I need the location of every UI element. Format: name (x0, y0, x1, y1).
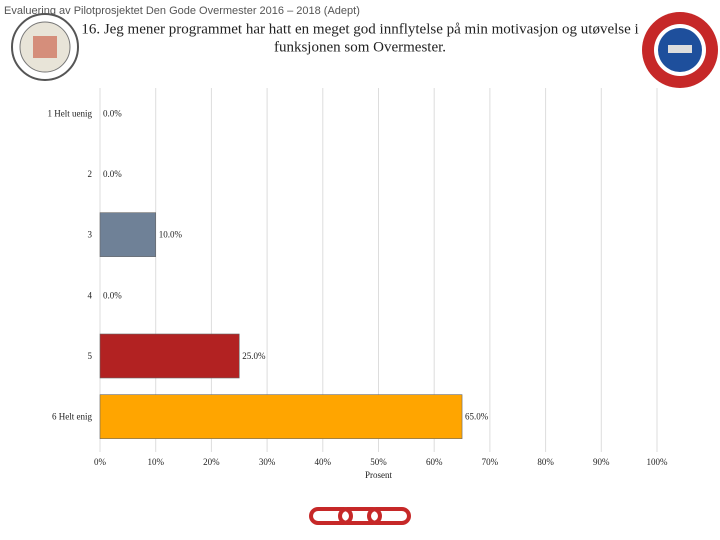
y-tick-label: 5 (88, 351, 93, 361)
left-logo (11, 13, 79, 81)
x-tick-label: 100% (647, 457, 669, 467)
x-tick-label: 50% (370, 457, 387, 467)
right-logo (642, 12, 718, 88)
bar (99, 394, 463, 439)
value-label: 25.0% (242, 351, 266, 361)
y-tick-label: 6 Helt enig (52, 412, 92, 422)
x-tick-label: 10% (147, 457, 164, 467)
x-axis-label: Prosent (365, 470, 392, 480)
x-tick-label: 30% (259, 457, 276, 467)
x-tick-label: 40% (315, 457, 332, 467)
x-tick-label: 70% (482, 457, 499, 467)
y-tick-label: 4 (88, 290, 93, 300)
x-tick-label: 20% (203, 457, 220, 467)
value-label: 65.0% (465, 412, 489, 422)
y-tick-label: 3 (88, 230, 93, 240)
bar (99, 212, 157, 257)
x-tick-label: 80% (537, 457, 554, 467)
y-tick-label: 1 Helt uenig (48, 108, 93, 118)
value-label: 0.0% (103, 169, 122, 179)
chart-title: 16. Jeg mener programmet har hatt en meg… (81, 21, 638, 37)
chart-title: funksjonen som Overmester. (274, 39, 446, 55)
x-tick-label: 0% (94, 457, 107, 467)
value-label: 0.0% (103, 108, 122, 118)
header: Evaluering av Pilotprosjektet Den Gode O… (4, 5, 360, 17)
value-label: 0.0% (103, 290, 122, 300)
x-tick-label: 60% (426, 457, 443, 467)
value-label: 10.0% (159, 230, 183, 240)
x-tick-label: 90% (593, 457, 610, 467)
bar (99, 333, 240, 379)
y-tick-label: 2 (88, 169, 93, 179)
chain-icon (309, 507, 411, 525)
